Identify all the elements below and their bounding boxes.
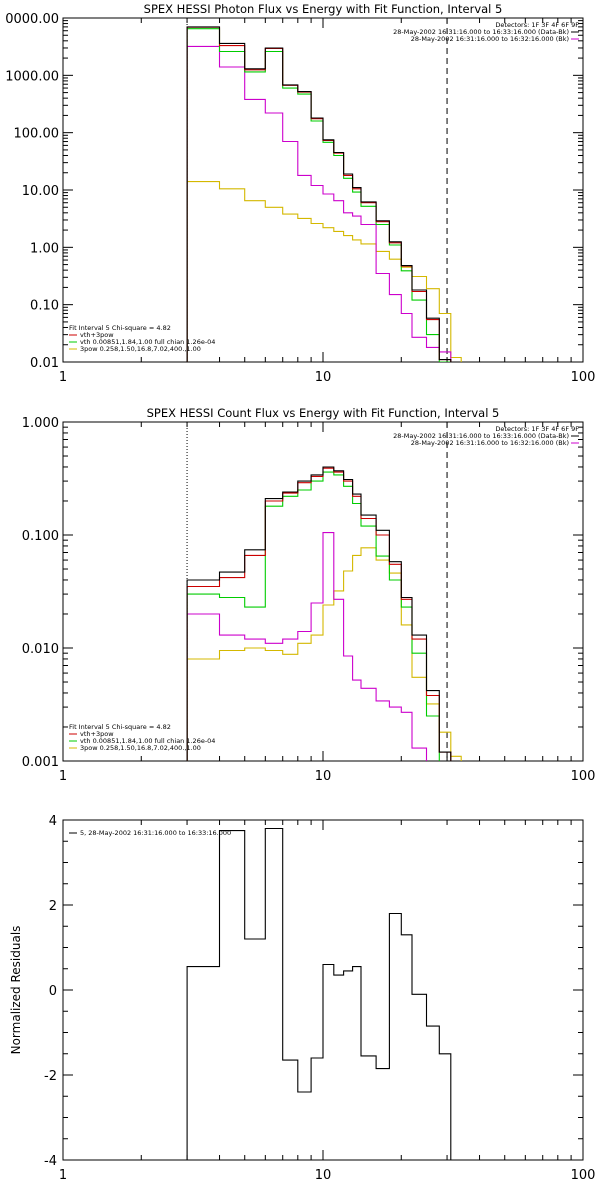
x-tick-label: 100 (571, 1168, 596, 1183)
series-line-5 (186, 181, 462, 362)
series-line-3 (186, 471, 462, 761)
series-line-1 (186, 827, 452, 1160)
series-line-4 (186, 45, 462, 362)
series-group (186, 827, 452, 1160)
series-line-2 (186, 467, 462, 761)
legend-entry: vth 0.00851,1.84,1.00 full chian 1.26e-0… (80, 338, 215, 346)
header-line: 28-May-2002 16:31:16.000 to 16:33:16.000… (393, 28, 569, 36)
y-tick-label: 0000.00 (5, 12, 59, 27)
y-tick-label: 4 (49, 814, 57, 829)
header-line: 28-May-2002 16:31:16.000 to 16:32:16.000… (411, 35, 569, 43)
header-line: Detectors: 1F 3F 4F 6F 9F (495, 21, 579, 29)
chart-panel-1: SPEX HESSI Photon Flux vs Energy with Fi… (5, 2, 595, 385)
y-tick-label: 0.010 (22, 642, 59, 657)
y-tick-label: 1.000 (22, 416, 59, 431)
y-tick-label: 0.10 (30, 299, 59, 314)
series-line-5 (186, 547, 462, 761)
series-line-4 (186, 532, 462, 761)
y-tick-label: -2 (44, 1069, 57, 1084)
legend-entry: 3pow 0.258,1.50,16.8,7.02,400.,1.00 (80, 744, 201, 752)
legend-entry: vth+3pow (80, 331, 114, 339)
header-line: 28-May-2002 16:31:16.000 to 16:33:16.000… (393, 432, 569, 440)
y-tick-label: 0.100 (22, 529, 59, 544)
y-tick-label: 1000.00 (5, 69, 59, 84)
y-tick-label: 10.00 (22, 184, 59, 199)
y-tick-label: -4 (44, 1154, 57, 1169)
x-tick-label: 10 (315, 769, 332, 784)
x-tick-label: 100 (571, 370, 596, 385)
y-tick-label: 0 (49, 984, 57, 999)
header-line: Detectors: 1F 3F 4F 6F 9F (495, 425, 579, 433)
chart-title: SPEX HESSI Photon Flux vs Energy with Fi… (144, 2, 503, 16)
chart-title: SPEX HESSI Count Flux vs Energy with Fit… (147, 406, 500, 420)
chart-panel-3: Normalized Residuals 1 10 100 4 2 0 -2 -4 5, 28-M… (9, 814, 595, 1183)
legend-entry: Fit Interval 5 Chi-square = 4.82 (69, 324, 171, 332)
y-tick-label: 0.001 (22, 755, 59, 770)
header-line: 28-May-2002 16:31:16.000 to 16:32:16.000… (411, 439, 569, 447)
series-group (186, 26, 462, 362)
x-tick-label: 100 (571, 769, 596, 784)
series-line-3 (186, 28, 462, 362)
x-tick-label: 1 (59, 370, 67, 385)
legend-entry: vth 0.00851,1.84,1.00 full chian 1.26e-0… (80, 737, 215, 745)
x-tick-label: 10 (315, 370, 332, 385)
series-line-2 (186, 26, 462, 362)
legend-entry: Fit Interval 5 Chi-square = 4.82 (69, 723, 171, 731)
y-tick-label: 100.00 (14, 127, 60, 142)
chart-panel-2: SPEX HESSI Count Flux vs Energy with Fit… (22, 406, 596, 784)
legend-entry: 5, 28-May-2002 16:31:16.000 to 16:33:16.… (80, 829, 231, 837)
x-tick-label: 1 (59, 1168, 67, 1183)
y-tick-label: 2 (49, 899, 57, 914)
y-axis-label: Normalized Residuals (9, 926, 23, 1055)
series-line-1 (186, 26, 462, 362)
legend-entry: vth+3pow (80, 730, 114, 738)
series-line-1 (186, 466, 462, 761)
x-tick-label: 10 (315, 1168, 332, 1183)
y-tick-label: 0.01 (30, 356, 59, 371)
legend-entry: 3pow 0.258,1.50,16.8,7.02,400.,1.00 (80, 345, 201, 353)
series-group (186, 466, 462, 761)
x-tick-label: 1 (59, 769, 67, 784)
y-tick-label: 1.00 (30, 241, 59, 256)
